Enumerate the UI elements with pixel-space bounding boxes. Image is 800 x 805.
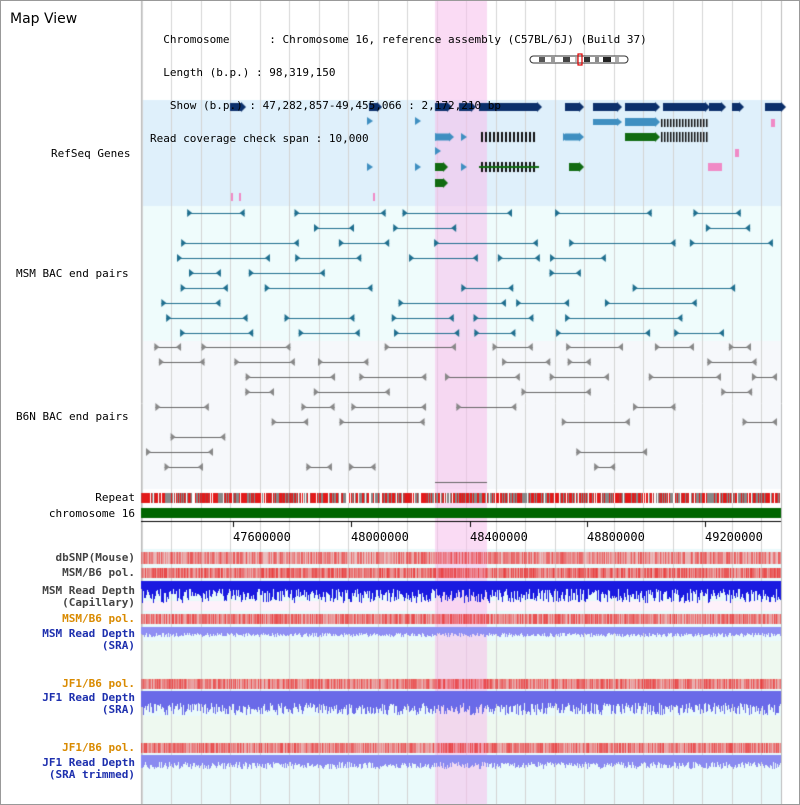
track-label-msm-depth-sra[interactable]: MSM Read Depth <box>42 627 135 640</box>
track-label-jf1-depth-sra[interactable]: JF1 Read Depth <box>42 691 135 704</box>
axis-tick-label: 47600000 <box>233 530 291 544</box>
track-label-dbsnp[interactable]: dbSNP(Mouse) <box>55 551 135 564</box>
info-show-row: Show (b.p.) : 47,282,857-49,455,066 : 2,… <box>169 99 502 112</box>
show-label: Show (b.p.) <box>169 99 243 112</box>
track-label-msm-depth-sra-sub: (SRA) <box>101 639 135 652</box>
chromosome-value: Chromosome 16, reference assembly (C57BL… <box>282 33 647 46</box>
track-label-msm-depth-capillary-sub: (Capillary) <box>62 596 135 609</box>
track-label-jf1-depth-sra-sub: (SRA) <box>101 703 135 716</box>
coverage-value: 10,000 <box>328 132 369 145</box>
track-label-msm-b6-pol[interactable]: MSM/B6 pol. <box>62 566 135 579</box>
region-info: Chromosome : Chromosome 16, reference as… <box>150 12 647 166</box>
track-label-repeat: Repeat <box>95 491 135 504</box>
track-label-jf1-depth-trimmed-sub: (SRA trimmed) <box>48 768 135 781</box>
track-label-jf1-b6-pol[interactable]: JF1/B6 pol. <box>62 677 135 690</box>
chromosome-label: Chromosome <box>163 33 230 46</box>
track-label-jf1-depth-trimmed[interactable]: JF1 Read Depth <box>42 756 135 769</box>
length-value: 98,319,150 <box>269 66 336 79</box>
track-label-jf1-b6-pol-trimmed[interactable]: JF1/B6 pol. <box>62 741 135 754</box>
info-chromosome-row: Chromosome : Chromosome 16, reference as… <box>163 33 647 46</box>
track-label-chromosome: chromosome 16 <box>48 507 135 520</box>
info-length-row: Length (b.p.) : 98,319,150 <box>163 66 336 79</box>
axis-tick-label: 49200000 <box>705 530 763 544</box>
chromosome-ideogram-icon[interactable] <box>529 53 631 67</box>
axis-tick-label: 48000000 <box>351 530 409 544</box>
track-label-msm-depth-capillary[interactable]: MSM Read Depth <box>42 584 135 597</box>
info-coverage-row: Read coverage check span : 10,000 <box>150 132 369 145</box>
track-label-b6n-bac[interactable]: B6N BAC end pairs <box>16 410 129 423</box>
show-value: 47,282,857-49,455,066 : 2,172,210 bp <box>262 99 502 112</box>
axis-tick-label: 48800000 <box>587 530 645 544</box>
track-label-msm-b6-pol-sra[interactable]: MSM/B6 pol. <box>62 612 135 625</box>
page-title: Map View <box>10 11 78 27</box>
track-label-refseq[interactable]: RefSeq Genes <box>51 147 131 160</box>
length-label: Length (b.p.) <box>163 66 250 79</box>
coverage-label: Read coverage check span <box>150 132 309 145</box>
axis-tick-label: 48400000 <box>470 530 528 544</box>
track-label-msm-bac[interactable]: MSM BAC end pairs <box>16 267 129 280</box>
